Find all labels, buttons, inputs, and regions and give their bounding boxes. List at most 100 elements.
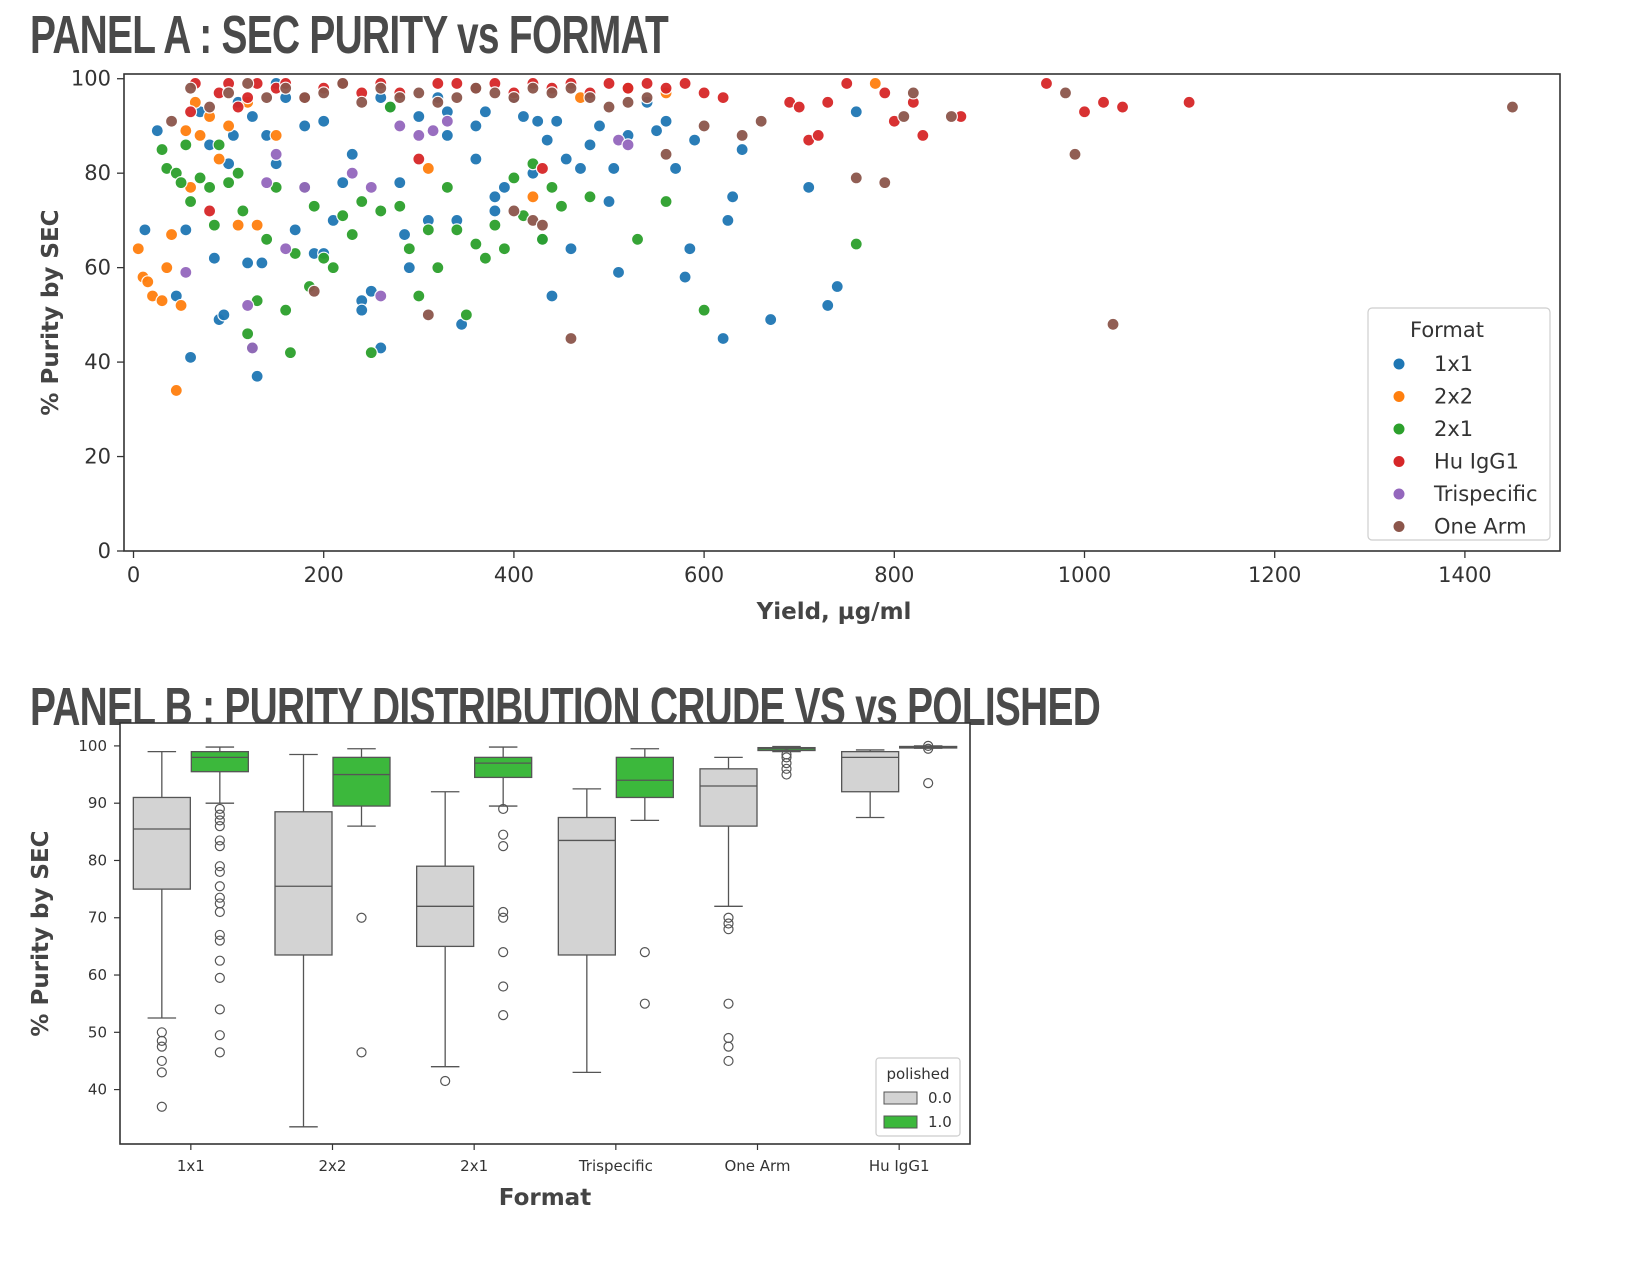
data-point <box>260 176 274 190</box>
data-point <box>545 86 559 100</box>
data-point <box>164 114 179 128</box>
legend-label: Hu IgG1 <box>1434 450 1519 474</box>
legend-title: polished <box>886 1065 949 1083</box>
data-point <box>488 204 502 218</box>
outlier <box>498 829 509 840</box>
data-point <box>906 86 920 100</box>
series-polished-1-0 <box>190 740 958 1058</box>
data-point <box>193 128 207 142</box>
data-point <box>298 119 312 133</box>
data-point <box>412 289 426 303</box>
data-point <box>897 109 911 124</box>
data-point <box>683 242 697 256</box>
data-point <box>488 218 502 232</box>
data-point <box>402 261 416 275</box>
legend-marker <box>1392 487 1406 501</box>
y-tick-label: 100 <box>78 737 107 755</box>
data-point <box>307 284 321 298</box>
data-point <box>621 81 635 95</box>
data-point <box>421 223 435 237</box>
legend-swatch <box>883 1115 918 1129</box>
outlier <box>723 924 734 935</box>
data-point <box>207 218 221 232</box>
x-axis-label: Yield, µg/ml <box>756 599 912 625</box>
data-point <box>241 91 255 105</box>
data-point <box>1058 86 1073 100</box>
data-point <box>830 279 844 294</box>
data-point <box>169 383 183 398</box>
outlier <box>214 972 225 983</box>
data-point <box>678 270 692 284</box>
x-tick-label: Hu IgG1 <box>869 1157 930 1175</box>
data-point <box>174 298 188 313</box>
data-point <box>659 81 673 95</box>
data-point <box>345 227 359 242</box>
data-point <box>179 124 193 138</box>
outlier <box>214 935 225 946</box>
data-point <box>821 298 835 313</box>
data-point <box>878 176 892 190</box>
outlier <box>214 803 225 815</box>
legend-frame <box>1367 307 1551 541</box>
data-point <box>545 180 559 194</box>
data-point <box>721 213 735 228</box>
data-point <box>298 91 312 105</box>
data-point <box>878 86 892 100</box>
x-tick-label: 2x1 <box>460 1157 488 1175</box>
data-point <box>497 180 511 194</box>
data-point <box>255 256 269 270</box>
x-tick-label: 800 <box>874 563 914 587</box>
data-point <box>412 109 426 124</box>
panel-a-title: PANEL A : SEC PURITY vs FORMAT <box>30 5 669 65</box>
outlier <box>498 803 509 815</box>
data-point <box>450 223 464 237</box>
data-point <box>426 124 440 138</box>
data-point <box>397 227 412 242</box>
data-point <box>550 114 564 128</box>
outlier <box>214 809 225 820</box>
outlier <box>214 1047 225 1058</box>
data-point <box>507 204 521 218</box>
data-point <box>607 161 621 176</box>
data-point <box>141 275 155 289</box>
legend-label: One Arm <box>1434 515 1527 539</box>
data-point <box>649 124 664 138</box>
outlier <box>498 1010 509 1021</box>
data-point <box>1182 95 1196 109</box>
data-point <box>944 109 958 124</box>
data-point <box>345 166 359 180</box>
x-tick-label: 600 <box>684 563 724 587</box>
data-point <box>431 95 445 109</box>
legend-label: 1x1 <box>1434 352 1473 376</box>
data-point <box>630 232 645 246</box>
data-point <box>440 114 454 128</box>
data-point <box>222 86 236 100</box>
data-point <box>155 294 169 308</box>
data-point <box>659 194 673 209</box>
data-point <box>450 91 464 105</box>
data-point <box>250 369 264 383</box>
data-point <box>179 223 193 237</box>
x-tick-label: 0 <box>127 563 140 587</box>
data-point <box>155 142 169 157</box>
data-point <box>678 76 692 91</box>
data-point <box>164 227 179 242</box>
legend-marker <box>1392 357 1406 371</box>
data-point <box>1077 105 1092 119</box>
data-point <box>279 303 293 317</box>
plot-area-frame <box>119 722 971 1145</box>
y-tick-label: 50 <box>88 1023 107 1041</box>
data-point <box>212 138 226 152</box>
data-point <box>450 76 464 91</box>
data-point <box>245 109 259 124</box>
y-tick-label: 70 <box>88 909 107 927</box>
data-point <box>526 81 540 95</box>
outlier <box>923 778 934 789</box>
x-tick-label: 400 <box>494 563 534 587</box>
data-point <box>1096 95 1111 109</box>
data-point <box>754 114 768 128</box>
data-point <box>202 204 217 218</box>
data-point <box>735 142 749 157</box>
data-point <box>602 194 616 209</box>
